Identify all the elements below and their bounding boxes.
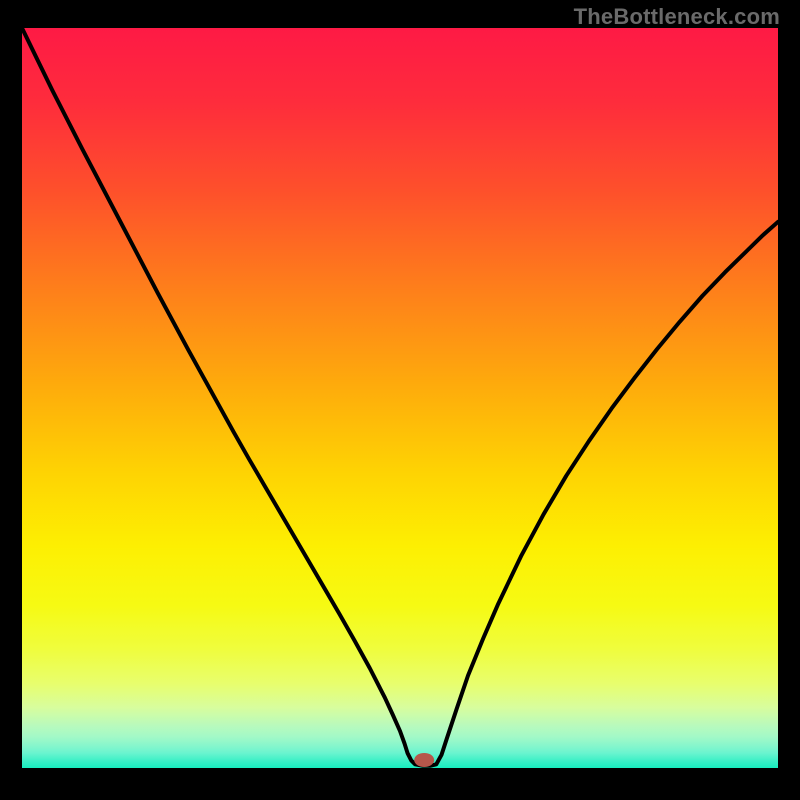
chart-background (22, 28, 778, 768)
watermark-text: TheBottleneck.com (574, 4, 780, 30)
bottleneck-curve-chart (22, 28, 778, 768)
chart-container: TheBottleneck.com (0, 0, 800, 800)
plot-area (22, 28, 778, 768)
optimal-point-marker (414, 753, 434, 767)
